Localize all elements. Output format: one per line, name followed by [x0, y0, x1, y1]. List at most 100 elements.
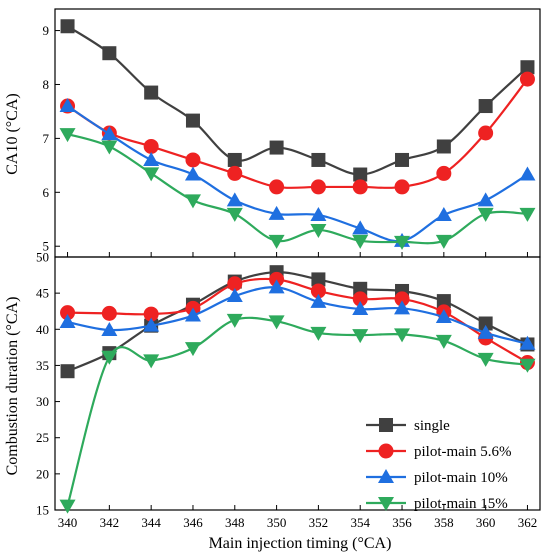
ca10-data-point — [268, 234, 285, 249]
combustion-duration-y-axis-label: Combustion duration (°CA) — [4, 297, 21, 476]
duration-data-point — [226, 313, 243, 328]
ca10-data-point — [144, 85, 159, 100]
duration-data-point — [519, 335, 536, 350]
ca10-data-point — [310, 206, 327, 221]
duration-x-tick-label: 340 — [58, 515, 78, 530]
legend-marker — [378, 497, 394, 511]
ca10-data-point — [102, 46, 117, 61]
ca10-data-point — [60, 19, 75, 34]
ca10-series-1 — [60, 71, 535, 195]
ca10-y-axis-label: CA10 (°CA) — [4, 93, 21, 175]
legend-marker — [379, 418, 393, 432]
duration-y-tick-label: 45 — [36, 286, 49, 301]
legend-label: pilot-main 15% — [414, 496, 508, 512]
ca10-data-point — [311, 152, 326, 167]
ca10-data-point — [101, 140, 118, 155]
legend-marker — [378, 443, 394, 459]
duration-data-point — [436, 294, 451, 309]
ca10-data-point — [143, 138, 159, 154]
ca10-data-point — [101, 126, 118, 141]
ca10-data-point — [310, 224, 327, 239]
duration-series-2 — [59, 279, 536, 350]
legend-item: pilot-main 15% — [366, 496, 508, 512]
ca10-data-point — [478, 125, 494, 141]
duration-data-point — [226, 288, 243, 303]
ca10-data-point — [477, 207, 494, 222]
duration-data-point — [352, 329, 369, 344]
ca10-data-point — [143, 151, 160, 166]
duration-data-point — [310, 283, 326, 299]
ca10-data-point — [353, 167, 368, 182]
ca10-series-0 — [60, 19, 535, 182]
ca10-data-point — [519, 207, 536, 222]
ca10-y-tick-label: 5 — [43, 239, 50, 254]
duration-data-point — [310, 326, 327, 341]
duration-data-point — [477, 352, 494, 367]
ca10-data-point — [268, 205, 285, 220]
ca10-data-point — [352, 179, 368, 195]
ca10-data-point — [436, 165, 452, 181]
duration-data-point — [60, 364, 75, 379]
duration-x-tick-label: 342 — [100, 515, 120, 530]
duration-data-point — [184, 342, 201, 357]
legend-item: pilot-main 5.6% — [366, 443, 512, 460]
ca10-data-point — [185, 152, 201, 168]
ca10-data-point — [352, 234, 369, 249]
legend-label: pilot-main 5.6% — [414, 444, 512, 460]
duration-data-point — [310, 293, 327, 308]
duration-data-point — [519, 358, 536, 373]
ca10-data-point — [226, 192, 243, 207]
main-injection-timing-x-axis-label: Main injection timing (°CA) — [209, 535, 392, 552]
duration-data-point — [143, 317, 160, 332]
ca10-data-point — [59, 98, 76, 113]
duration-data-point — [143, 306, 159, 322]
ca10-data-point — [184, 194, 201, 209]
combustion-duration-panel: 15 20 25 30 35 40 45 50 340 342 344 346 348 350 352 354… — [36, 250, 541, 530]
ca10-data-point — [519, 166, 536, 181]
duration-x-tick-label: 358 — [434, 515, 454, 530]
ca10-data-point — [395, 152, 410, 167]
duration-x-tick-label: 352 — [309, 515, 329, 530]
duration-x-tick-label: 348 — [225, 515, 245, 530]
ca10-data-point — [59, 128, 76, 143]
ca10-series-3 — [59, 128, 536, 250]
ca10-data-point — [143, 167, 160, 182]
duration-data-point — [59, 314, 76, 329]
ca10-data-point — [478, 99, 493, 114]
duration-data-point — [478, 316, 493, 331]
ca10-y-tick-label: 9 — [43, 23, 50, 38]
ca10-data-point — [519, 71, 535, 87]
ca10-data-point — [310, 179, 326, 195]
duration-data-point — [435, 334, 452, 349]
ca10-data-point — [269, 179, 285, 195]
ca10-data-point — [394, 235, 411, 250]
duration-data-point — [311, 272, 326, 287]
ca10-data-point — [227, 165, 243, 181]
duration-y-tick-label: 35 — [36, 358, 49, 373]
ca10-data-point — [185, 113, 200, 128]
duration-data-point — [268, 315, 285, 330]
duration-y-tick-label: 20 — [36, 466, 49, 481]
chart-legend: single pilot-main 5.6% pilot-main 10% pilot… — [366, 418, 512, 512]
legend-item: single — [366, 418, 450, 434]
duration-data-point — [143, 354, 160, 369]
ca10-data-point — [269, 140, 284, 155]
ca10-data-point — [184, 166, 201, 181]
duration-series-line — [67, 277, 529, 364]
duration-data-point — [60, 305, 76, 321]
ca10-data-point — [352, 220, 369, 235]
duration-data-point — [394, 291, 410, 307]
duration-series-0 — [60, 265, 535, 379]
duration-x-tick-label: 354 — [350, 515, 370, 530]
ca10-data-point — [227, 152, 242, 167]
legend-marker — [378, 469, 394, 483]
duration-data-point — [394, 300, 411, 315]
duration-data-point — [101, 305, 117, 321]
duration-x-tick-label: 360 — [476, 515, 496, 530]
duration-series-1 — [60, 271, 535, 371]
duration-x-tick-label: 346 — [183, 515, 203, 530]
legend-item: pilot-main 10% — [366, 469, 508, 486]
duration-plot-frame — [54, 256, 541, 511]
duration-data-point — [101, 350, 118, 365]
